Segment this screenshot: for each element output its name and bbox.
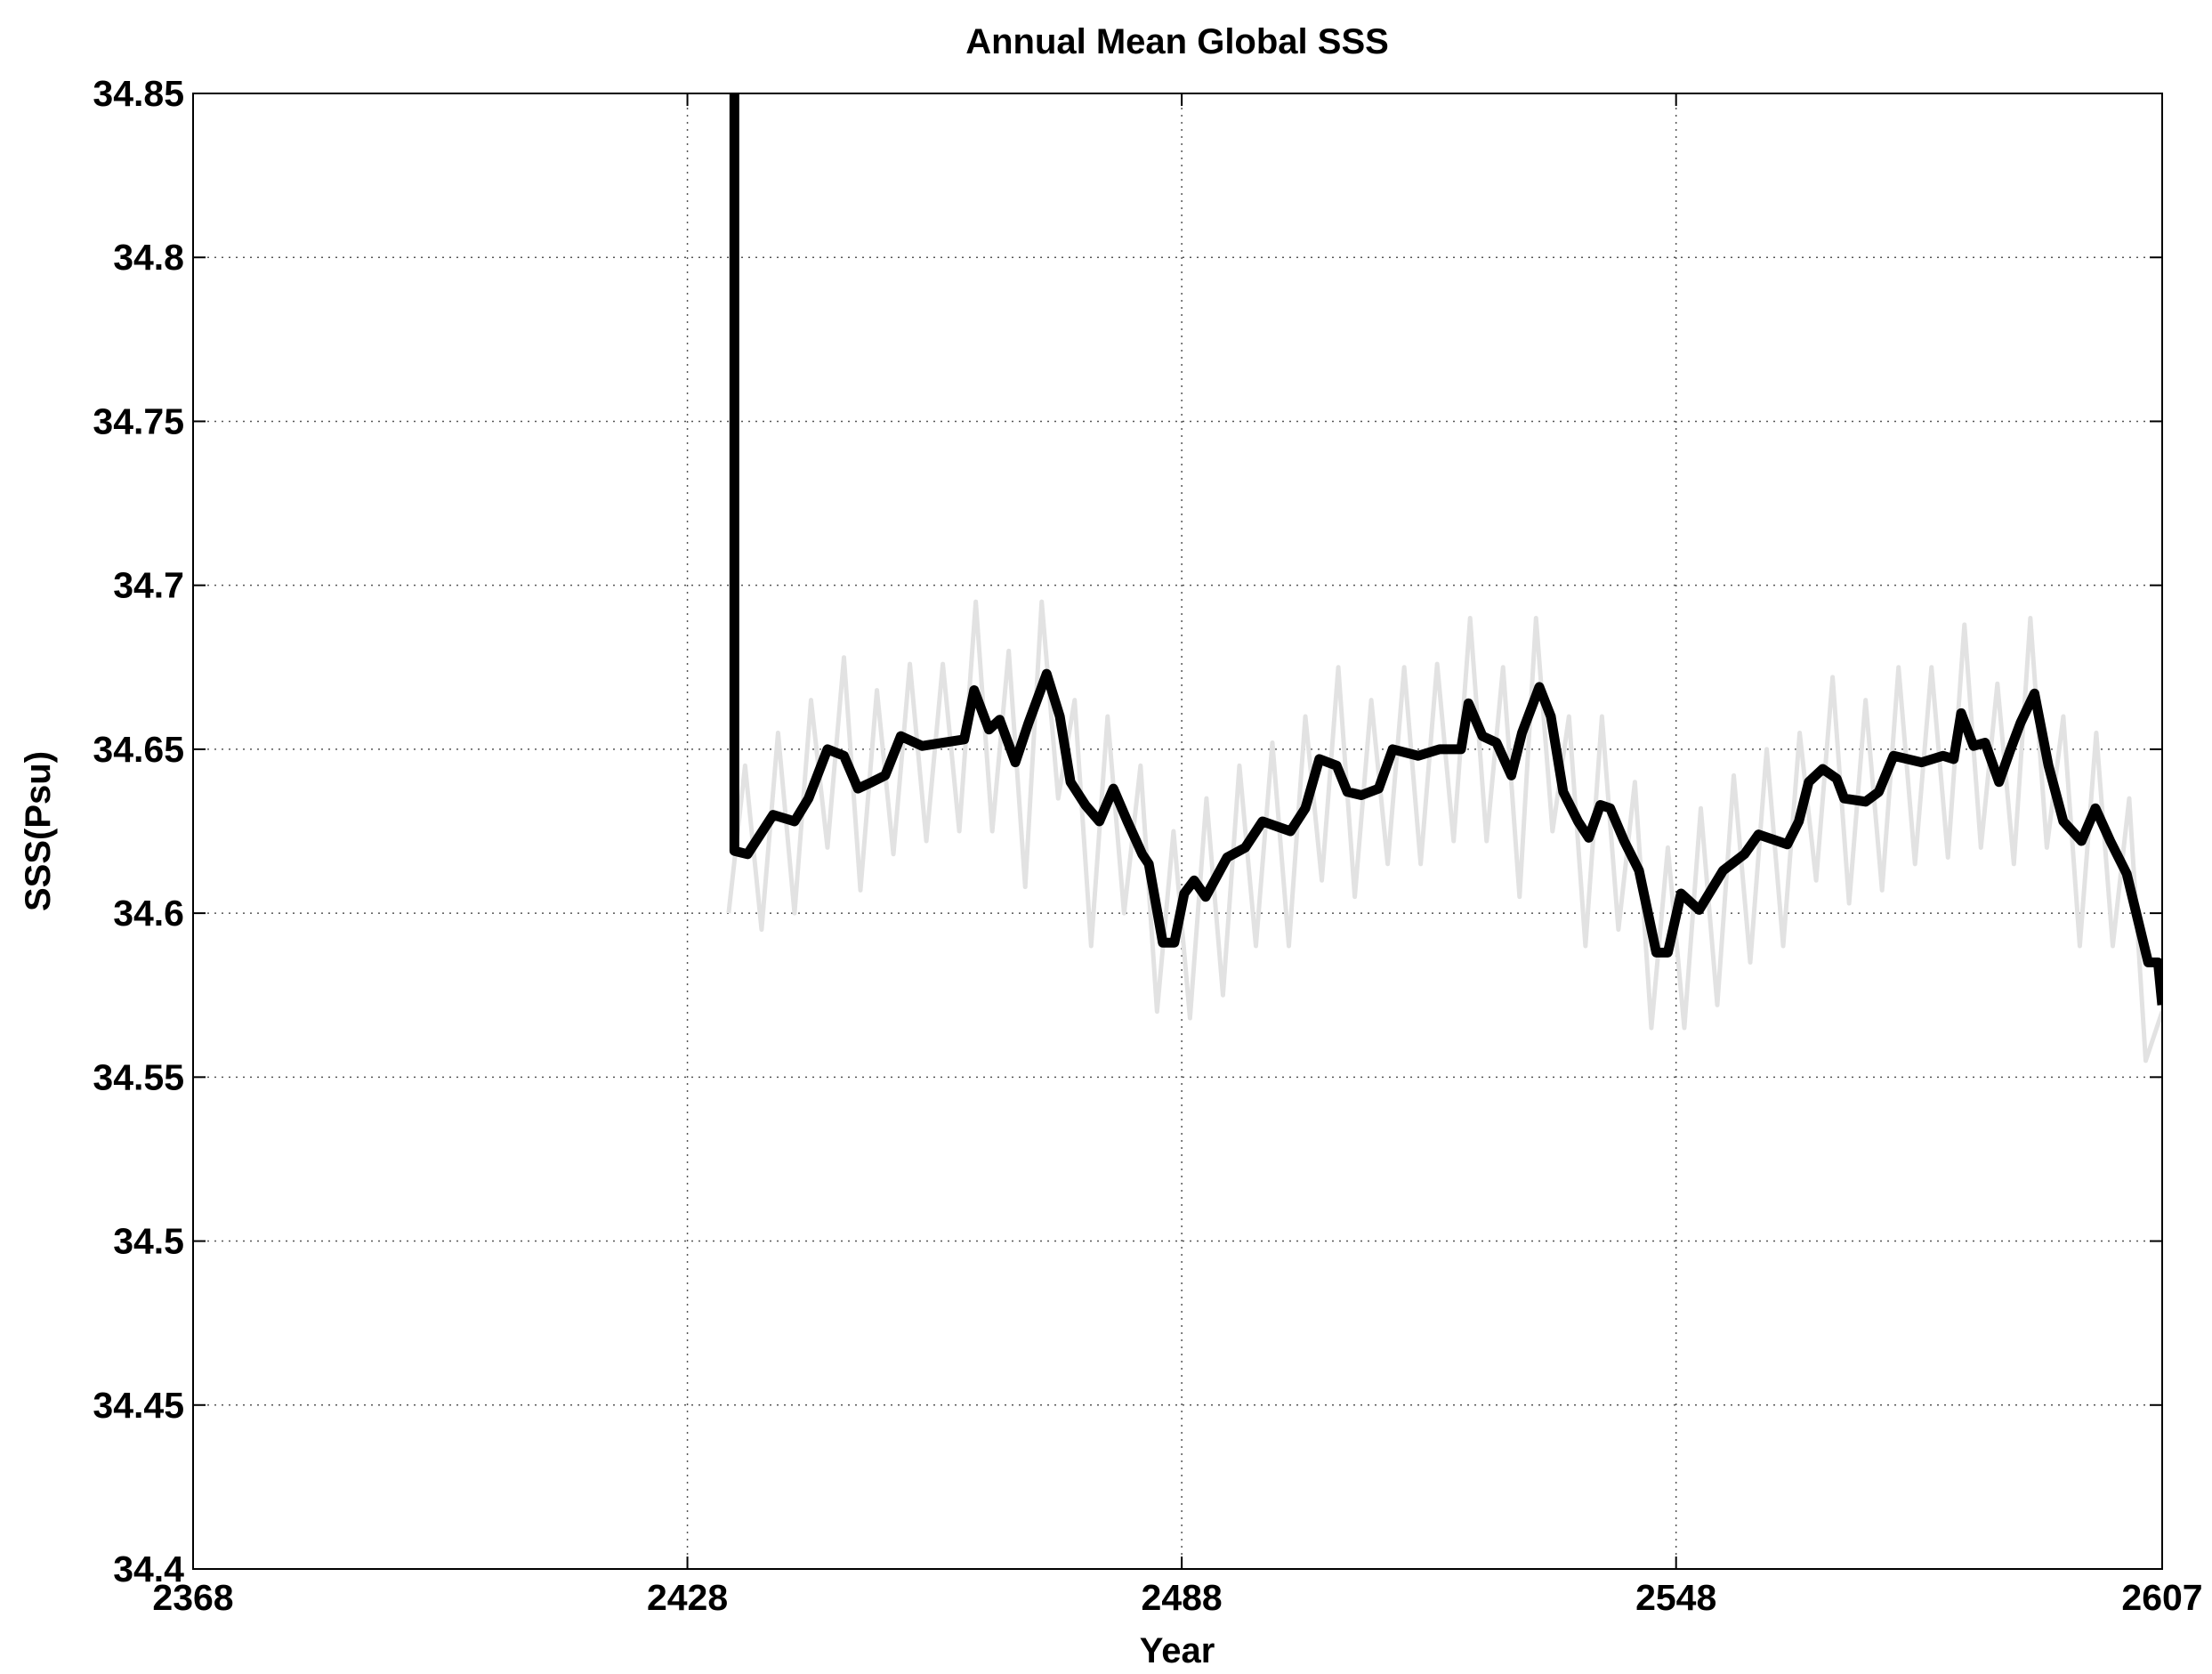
series-line	[726, 599, 2162, 1063]
y-tick-label: 34.8	[113, 237, 184, 278]
y-axis-label: SSS(Psu)	[19, 751, 58, 911]
y-tick-label: 34.75	[93, 400, 184, 441]
y-tick-label: 34.85	[93, 73, 184, 114]
chart-title: Annual Mean Global SSS	[965, 22, 1389, 61]
x-axis-label: Year	[1140, 1631, 1215, 1670]
y-tick-label: 34.45	[93, 1385, 184, 1426]
x-tick-label: 2607	[2121, 1577, 2202, 1618]
x-tick-label: 2368	[152, 1577, 233, 1618]
x-tick-label: 2488	[1142, 1577, 1223, 1618]
y-tick-label: 34.65	[93, 729, 184, 770]
y-tick-label: 34.7	[113, 565, 184, 606]
y-tick-label: 34.55	[93, 1056, 184, 1097]
series-line	[729, 93, 2162, 1006]
y-tick-label: 34.5	[113, 1221, 184, 1262]
y-tick-label: 34.4	[113, 1549, 184, 1589]
x-tick-label: 2548	[1635, 1577, 1716, 1618]
y-tick-label: 34.6	[113, 893, 184, 934]
plot-frame	[192, 93, 2163, 1570]
x-tick-label: 2428	[647, 1577, 728, 1618]
